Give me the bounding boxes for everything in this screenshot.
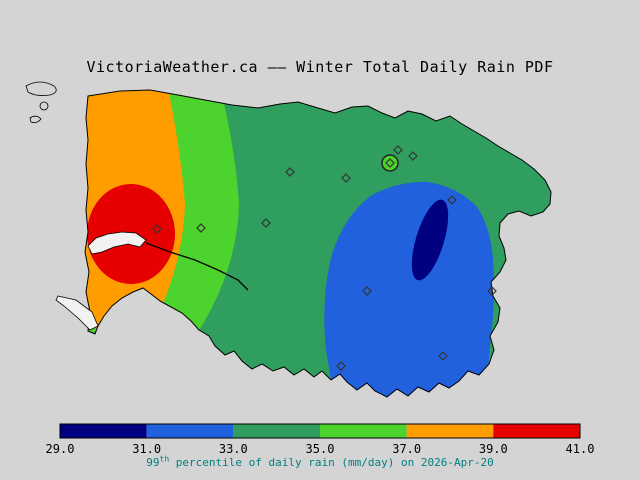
colorbar <box>59 423 581 439</box>
colorbar-tick: 33.0 <box>218 442 248 456</box>
station-diamond <box>261 218 271 228</box>
colorbar-segment-33-35 <box>233 424 320 438</box>
island <box>25 81 57 96</box>
caption-text: percentile of daily rain (mm/day) on 202… <box>169 456 494 469</box>
colorbar-tick: 35.0 <box>305 442 335 456</box>
colorbar-segment-35-37 <box>320 424 407 438</box>
colorbar-tick: 41.0 <box>565 442 595 456</box>
colorbar-tick: 37.0 <box>392 442 422 456</box>
station-diamond <box>336 361 346 371</box>
colorbar-segment-39-41 <box>493 424 580 438</box>
station-diamond <box>408 151 418 161</box>
harbour-inlet <box>87 231 147 255</box>
station-diamond <box>487 286 497 296</box>
caption: 99th percentile of daily rain (mm/day) o… <box>0 454 640 469</box>
colorbar-segment-37-39 <box>406 424 494 438</box>
contour-31-33 <box>324 181 494 397</box>
island <box>39 101 49 111</box>
station-markers <box>152 145 497 371</box>
colorbar-tick: 29.0 <box>45 442 75 456</box>
colorbar-tick: 31.0 <box>132 442 162 456</box>
highlight-station-ring <box>381 154 399 172</box>
station-diamond <box>438 351 448 361</box>
station-diamond <box>152 224 162 234</box>
station-diamond <box>393 145 403 155</box>
station-diamond <box>362 286 372 296</box>
station-diamond <box>341 173 351 183</box>
offshore-islands <box>25 81 57 123</box>
colorbar-segment-29-31 <box>60 424 147 438</box>
colorbar-segment-31-33 <box>146 424 234 438</box>
colorbar-tick: 39.0 <box>478 442 508 456</box>
station-diamond <box>447 195 457 205</box>
contour-29-31 <box>411 199 449 281</box>
lagoon <box>55 295 99 331</box>
caption-superscript: th <box>159 454 170 464</box>
station-diamond <box>385 158 395 168</box>
gorge-waterway <box>145 242 249 291</box>
station-diamond <box>285 167 295 177</box>
island <box>29 115 42 123</box>
colorbar-border <box>59 423 581 439</box>
contour-fills <box>85 90 551 397</box>
coastline <box>84 89 552 398</box>
station-diamond <box>196 223 206 233</box>
page-title: VictoriaWeather.ca —— Winter Total Daily… <box>86 58 554 76</box>
caption-prefix: 99 <box>146 456 160 469</box>
